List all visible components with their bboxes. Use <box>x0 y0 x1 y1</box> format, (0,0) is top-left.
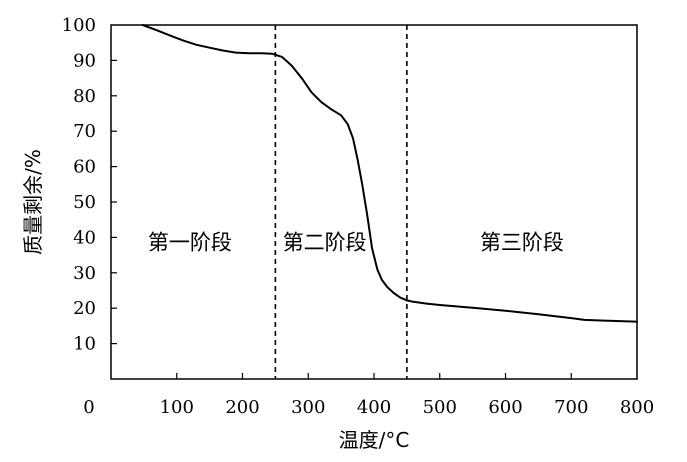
x-tick-label: 700 <box>554 397 588 418</box>
stage-label: 第三阶段 <box>480 231 564 255</box>
x-tick-label: 800 <box>620 397 654 418</box>
plot-frame <box>110 24 638 380</box>
y-tick-label: 50 <box>73 192 96 213</box>
y-tick-label: 80 <box>73 86 96 107</box>
y-tick-label: 70 <box>73 121 96 142</box>
x-tick-label: 600 <box>488 397 522 418</box>
x-tick-label: 100 <box>160 397 194 418</box>
annotations-layer: 第一阶段 第二阶段 第三阶段 <box>148 231 564 255</box>
x-axis-title: 温度/°C <box>339 428 410 452</box>
y-tick-label: 30 <box>73 263 96 284</box>
x-tick-label: 0 <box>83 397 94 418</box>
x-tick-label: 500 <box>423 397 457 418</box>
stage-label: 第一阶段 <box>148 231 232 255</box>
y-tick-label: 10 <box>73 334 96 355</box>
x-tick-label: 400 <box>357 397 391 418</box>
series-layer <box>141 24 638 323</box>
y-tick-label: 100 <box>62 15 96 36</box>
x-tick-label: 200 <box>225 397 259 418</box>
y-tick-label: 40 <box>73 227 96 248</box>
stage-dividers <box>274 25 408 379</box>
y-tick-label: 20 <box>73 298 96 319</box>
y-tick-label: 90 <box>73 50 96 71</box>
y-tick-label: 60 <box>73 157 96 178</box>
series-line <box>141 24 638 323</box>
ticks-layer: 0 100 200 300 400 500 600 700 800 10 20 30 40 50 60 70 8… <box>62 15 655 418</box>
y-axis-title: 质量剩余/% <box>21 149 45 255</box>
x-tick-label: 300 <box>291 397 325 418</box>
stage-label: 第二阶段 <box>283 231 367 255</box>
